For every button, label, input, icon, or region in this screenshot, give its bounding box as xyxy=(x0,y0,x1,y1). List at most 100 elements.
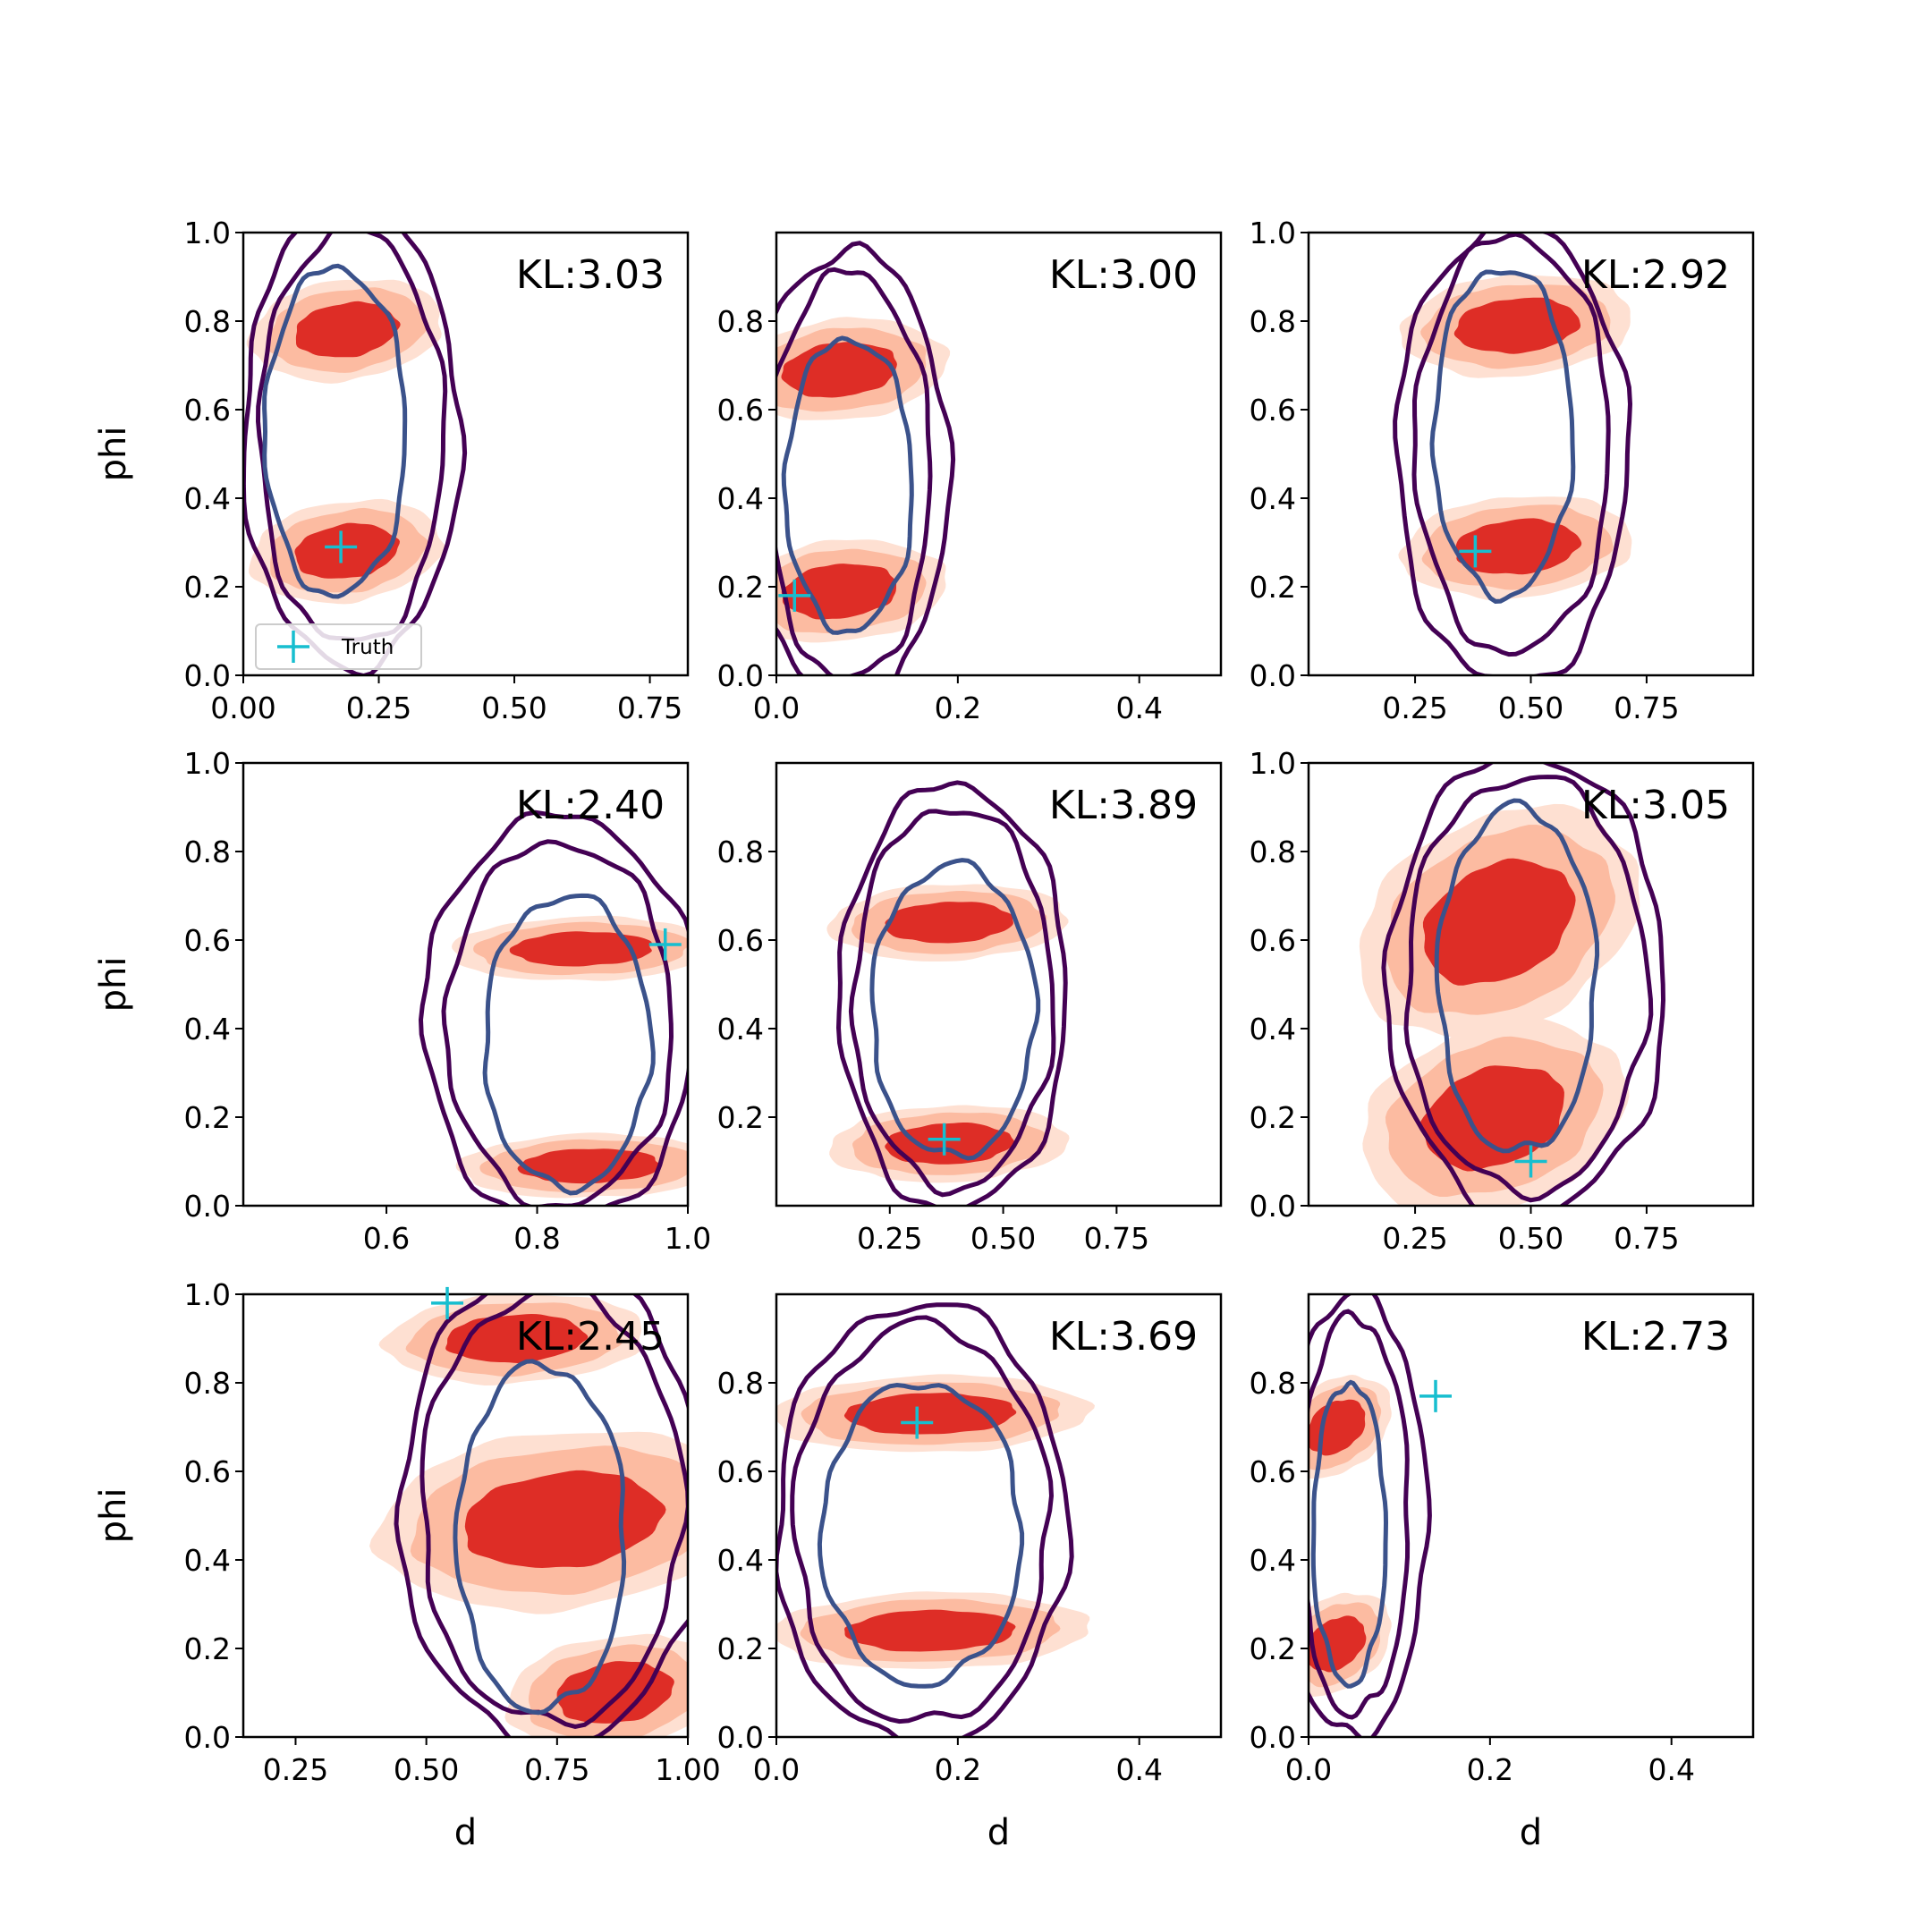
y-tick-label: 0.6 xyxy=(717,1454,764,1489)
subplot-5: 0.25 0.50 0.75 0.2 0.4 0.6 0.8 KL:3.89 xyxy=(717,761,1223,1256)
y-tick-label: 0.0 xyxy=(1250,1720,1296,1755)
contour-line-1 xyxy=(835,780,1068,1206)
x-tick-label: 0.2 xyxy=(935,691,981,725)
density-fill-level-3-blob-1 xyxy=(843,1393,1017,1435)
y-tick-label: 0.8 xyxy=(184,1366,231,1401)
y-tick-label: 0.2 xyxy=(184,1631,231,1666)
x-tick-label: 0.25 xyxy=(263,1752,328,1787)
y-tick-label: 0.8 xyxy=(184,835,231,869)
x-tick-label: 0.8 xyxy=(513,1221,560,1256)
kl-annotation: KL:2.92 xyxy=(1581,252,1730,298)
y-tick-label: 0.2 xyxy=(1250,570,1296,605)
truth-marker xyxy=(1419,1379,1452,1412)
y-tick-label: 0.2 xyxy=(184,1100,231,1135)
x-tick-label: 0.2 xyxy=(935,1752,981,1787)
y-tick-label: 0.0 xyxy=(184,1189,231,1224)
y-axis-label: phi xyxy=(93,427,134,482)
subplot-2: 0.0 0.2 0.4 0.0 0.2 0.4 0.6 0.8 KL:3.00 xyxy=(717,231,1223,725)
contour-line-2 xyxy=(1411,233,1611,657)
y-tick-label: 0.6 xyxy=(184,1454,231,1489)
y-tick-label: 1.0 xyxy=(184,216,231,250)
axes-frame xyxy=(242,231,690,677)
x-tick-label: 0.25 xyxy=(1382,691,1447,725)
x-tick-label: 0.50 xyxy=(970,1221,1036,1256)
contour-line-3 xyxy=(1429,269,1576,604)
x-tick-label: 0.75 xyxy=(617,691,682,725)
axes-frame xyxy=(775,231,1223,677)
density-fill-level-3-blob-1 xyxy=(295,301,401,358)
y-tick-label: 0.0 xyxy=(717,658,764,693)
y-tick-label: 0.4 xyxy=(184,1543,231,1578)
kl-annotation: KL:2.73 xyxy=(1581,1314,1730,1360)
x-axis-label: d xyxy=(454,1812,477,1853)
density-fill-level-3-blob-2 xyxy=(844,1609,1016,1652)
contour-line-2 xyxy=(1403,775,1654,1203)
axes-frame xyxy=(1307,1292,1755,1739)
y-tick-label: 0.8 xyxy=(717,1366,764,1401)
x-tick-label: 0.6 xyxy=(363,1221,410,1256)
y-tick-label: 0.4 xyxy=(184,1012,231,1046)
x-tick-label: 1.0 xyxy=(665,1221,711,1256)
y-tick-label: 1.0 xyxy=(1250,746,1296,781)
x-tick-label: 0.2 xyxy=(1467,1752,1513,1787)
x-tick-label: 0.4 xyxy=(1648,1752,1694,1787)
x-tick-label: 0.75 xyxy=(1084,1221,1149,1256)
y-tick-label: 0.4 xyxy=(184,481,231,516)
truth-marker xyxy=(325,530,358,564)
y-tick-label: 1.0 xyxy=(184,1277,231,1312)
x-tick-label: 0.75 xyxy=(1614,1221,1679,1256)
x-tick-label: 0.25 xyxy=(857,1221,922,1256)
density-fill-level-3-blob-1 xyxy=(1422,858,1576,986)
subplot-3: 0.25 0.50 0.75 0.0 0.2 0.4 0.6 0.8 1.0 KL:2.92 xyxy=(1250,216,1755,725)
x-tick-label: 0.25 xyxy=(1382,1221,1447,1256)
y-tick-label: 0.6 xyxy=(184,923,231,958)
axes-frame xyxy=(775,761,1223,1208)
x-tick-label: 0.50 xyxy=(481,691,547,725)
contour-line-1 xyxy=(1309,1294,1432,1737)
y-tick-label: 0.4 xyxy=(717,1012,764,1046)
axes-frame xyxy=(242,1292,690,1739)
y-tick-label: 0.2 xyxy=(717,1100,764,1135)
density-fill-level-3-blob-2 xyxy=(464,1470,666,1568)
y-tick-label: 0.2 xyxy=(1250,1100,1296,1135)
contour-line-3 xyxy=(482,893,656,1196)
x-tick-label: 0.75 xyxy=(524,1752,589,1787)
y-tick-label: 0.0 xyxy=(1250,1189,1296,1224)
y-tick-label: 0.6 xyxy=(184,393,231,428)
x-tick-label: 0.25 xyxy=(346,691,411,725)
subplot-8: 0.0 0.2 0.4 0.0 0.2 0.4 0.6 0.8 d KL:3.69 xyxy=(717,1292,1223,1853)
subplot-4: 0.6 0.8 1.0 0.0 0.2 0.4 0.6 0.8 1.0 phi KL:2.40 xyxy=(93,746,711,1256)
legend: Truth xyxy=(255,623,422,670)
x-tick-label: 0.75 xyxy=(1614,691,1679,725)
y-tick-label: 0.8 xyxy=(1250,1366,1296,1401)
subplot-7: 0.25 0.50 0.75 1.00 0.0 0.2 0.4 0.6 0.8 1.0 phi d KL… xyxy=(93,1277,721,1853)
y-tick-label: 0.8 xyxy=(717,835,764,869)
truth-marker xyxy=(778,579,811,612)
contour-line-1 xyxy=(418,809,688,1206)
y-tick-label: 0.0 xyxy=(184,1720,231,1755)
subplot-1: 0.00 0.25 0.50 0.75 0.0 0.2 0.4 0.6 0.8 1.0 phi KL:… xyxy=(93,216,690,725)
contour-line-2 xyxy=(790,1315,1055,1724)
y-tick-label: 0.0 xyxy=(184,658,231,693)
contour-line-3 xyxy=(781,335,914,635)
y-tick-label: 0.0 xyxy=(717,1720,764,1755)
kl-annotation: KL:3.00 xyxy=(1049,252,1198,298)
x-tick-label: 0.50 xyxy=(1498,691,1563,725)
contour-line-1 xyxy=(1393,233,1633,675)
density-fill-level-3-blob-2 xyxy=(781,564,897,620)
density-fill-level-3-blob-3 xyxy=(556,1661,674,1724)
y-tick-label: 0.8 xyxy=(1250,835,1296,869)
x-tick-label: 0.4 xyxy=(1115,691,1162,725)
kl-annotation: KL:3.89 xyxy=(1049,783,1198,828)
contour-line-3 xyxy=(1434,798,1600,1154)
y-tick-label: 0.4 xyxy=(717,1543,764,1578)
y-tick-label: 0.8 xyxy=(1250,304,1296,339)
x-tick-label: 0.50 xyxy=(394,1752,459,1787)
y-tick-label: 0.6 xyxy=(1250,923,1296,958)
y-tick-label: 1.0 xyxy=(184,746,231,781)
contour-line-1 xyxy=(1381,763,1666,1206)
contour-line-2 xyxy=(776,267,933,675)
density-fill-level-3-blob-2 xyxy=(1455,518,1582,575)
x-axis-label: d xyxy=(1520,1812,1542,1853)
x-tick-label: 0.0 xyxy=(1285,1752,1332,1787)
